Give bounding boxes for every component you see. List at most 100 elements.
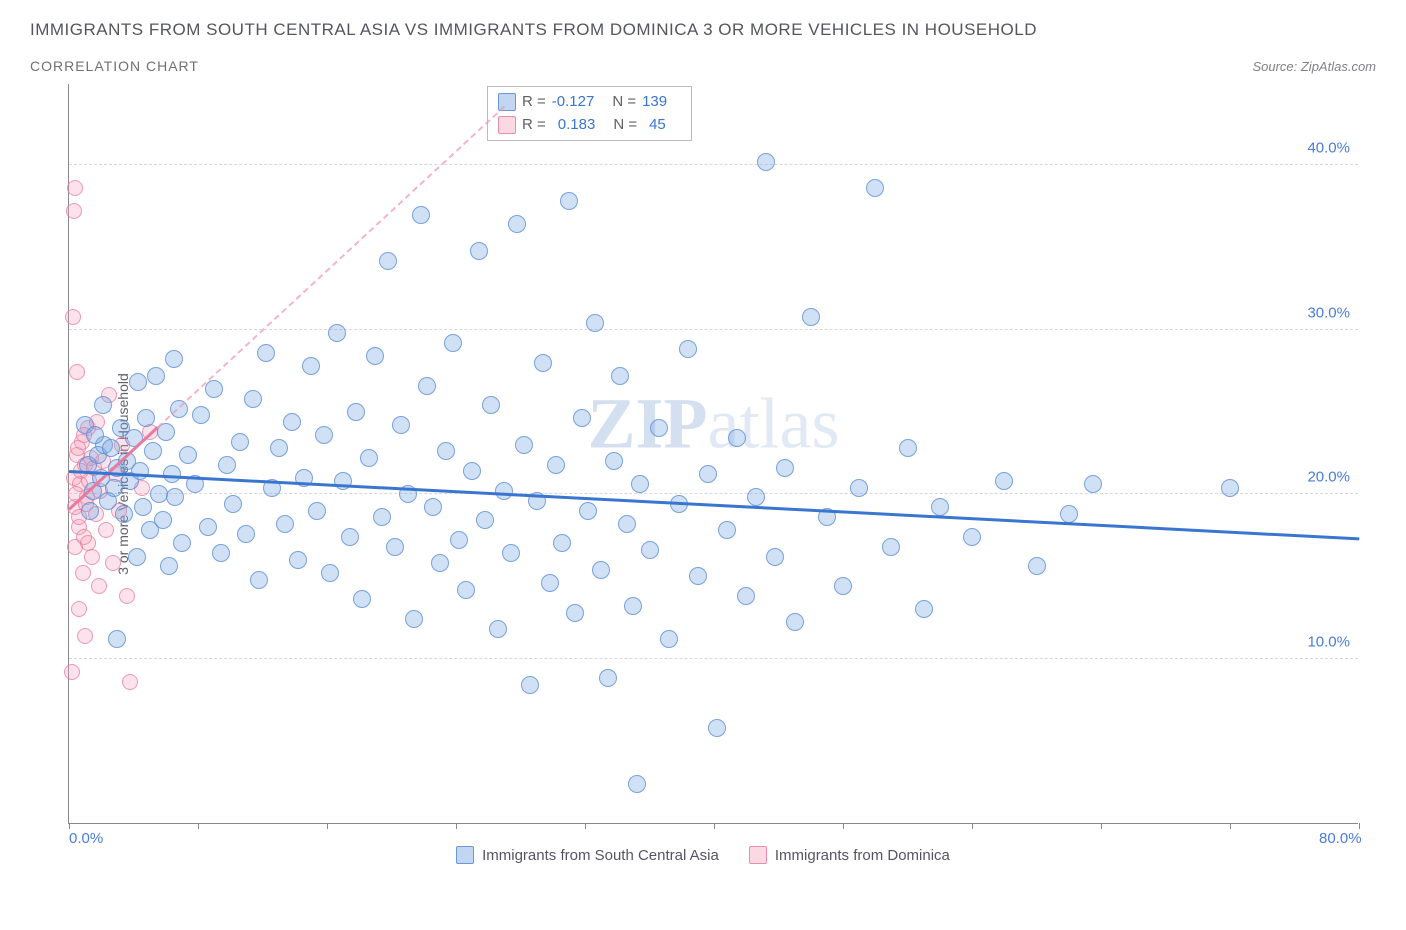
data-point <box>444 334 462 352</box>
data-point <box>412 206 430 224</box>
trendline <box>157 106 505 428</box>
gridline <box>69 164 1358 165</box>
data-point <box>1028 557 1046 575</box>
data-point <box>534 354 552 372</box>
data-point <box>437 442 455 460</box>
x-tick-mark <box>972 823 973 829</box>
data-point <box>98 522 114 538</box>
x-tick-mark <box>843 823 844 829</box>
data-point <box>373 508 391 526</box>
data-point <box>321 564 339 582</box>
data-point <box>84 549 100 565</box>
data-point <box>605 452 623 470</box>
data-point <box>1084 475 1102 493</box>
data-point <box>931 498 949 516</box>
data-point <box>624 597 642 615</box>
data-point <box>71 601 87 617</box>
watermark: ZIPatlas <box>588 382 840 465</box>
swatch-pink-icon <box>749 846 767 864</box>
data-point <box>129 373 147 391</box>
data-point <box>628 775 646 793</box>
r-label: R = <box>522 91 546 114</box>
data-point <box>102 439 120 457</box>
data-point <box>502 544 520 562</box>
legend-item-blue: Immigrants from South Central Asia <box>456 846 719 864</box>
data-point <box>521 676 539 694</box>
data-point <box>122 674 138 690</box>
x-tick-mark <box>1230 823 1231 829</box>
n-value-blue: 139 <box>642 91 667 114</box>
data-point <box>86 426 104 444</box>
data-point <box>553 534 571 552</box>
data-point <box>457 581 475 599</box>
data-point <box>231 433 249 451</box>
data-point <box>128 548 146 566</box>
legend-label-blue: Immigrants from South Central Asia <box>482 847 719 864</box>
plot-area: ZIPatlas R = -0.127 N = 139 R = 0.183 N … <box>68 84 1358 824</box>
data-point <box>192 406 210 424</box>
data-point <box>766 548 784 566</box>
data-point <box>776 459 794 477</box>
data-point <box>650 419 668 437</box>
data-point <box>134 498 152 516</box>
data-point <box>573 409 591 427</box>
data-point <box>418 377 436 395</box>
data-point <box>566 604 584 622</box>
data-point <box>560 192 578 210</box>
chart-subtitle: CORRELATION CHART <box>30 58 199 74</box>
data-point <box>718 521 736 539</box>
data-point <box>67 180 83 196</box>
n-value-pink: 45 <box>649 114 666 137</box>
data-point <box>64 664 80 680</box>
data-point <box>757 153 775 171</box>
source-attribution: Source: ZipAtlas.com <box>1252 59 1376 74</box>
y-tick-label: 40.0% <box>1307 140 1350 157</box>
series-legend: Immigrants from South Central Asia Immig… <box>30 846 1376 864</box>
data-point <box>392 416 410 434</box>
x-tick-mark <box>1101 823 1102 829</box>
data-point <box>137 409 155 427</box>
swatch-blue-icon <box>456 846 474 864</box>
data-point <box>66 203 82 219</box>
data-point <box>747 488 765 506</box>
data-point <box>915 600 933 618</box>
data-point <box>328 324 346 342</box>
stats-legend: R = -0.127 N = 139 R = 0.183 N = 45 <box>487 86 692 141</box>
data-point <box>386 538 404 556</box>
data-point <box>379 252 397 270</box>
data-point <box>283 413 301 431</box>
data-point <box>75 565 91 581</box>
data-point <box>347 403 365 421</box>
swatch-pink-icon <box>498 116 516 134</box>
data-point <box>737 587 755 605</box>
y-tick-label: 20.0% <box>1307 469 1350 486</box>
data-point <box>802 308 820 326</box>
data-point <box>276 515 294 533</box>
data-point <box>450 531 468 549</box>
r-label: R = <box>522 114 546 137</box>
data-point <box>179 446 197 464</box>
y-tick-label: 10.0% <box>1307 633 1350 650</box>
chart-container: 3 or more Vehicles in Household ZIPatlas… <box>30 84 1376 864</box>
r-value-pink: 0.183 <box>558 114 596 137</box>
data-point <box>850 479 868 497</box>
data-point <box>728 429 746 447</box>
data-point <box>119 588 135 604</box>
data-point <box>308 502 326 520</box>
data-point <box>1221 479 1239 497</box>
data-point <box>599 669 617 687</box>
data-point <box>592 561 610 579</box>
x-tick-mark <box>327 823 328 829</box>
data-point <box>147 367 165 385</box>
x-tick-label: 80.0% <box>1319 830 1362 847</box>
data-point <box>341 528 359 546</box>
data-point <box>424 498 442 516</box>
data-point <box>786 613 804 631</box>
data-point <box>495 482 513 500</box>
stats-row-blue: R = -0.127 N = 139 <box>498 91 679 114</box>
x-tick-label: 0.0% <box>69 830 103 847</box>
data-point <box>482 396 500 414</box>
data-point <box>108 630 126 648</box>
watermark-bold: ZIP <box>588 383 708 463</box>
data-point <box>353 590 371 608</box>
